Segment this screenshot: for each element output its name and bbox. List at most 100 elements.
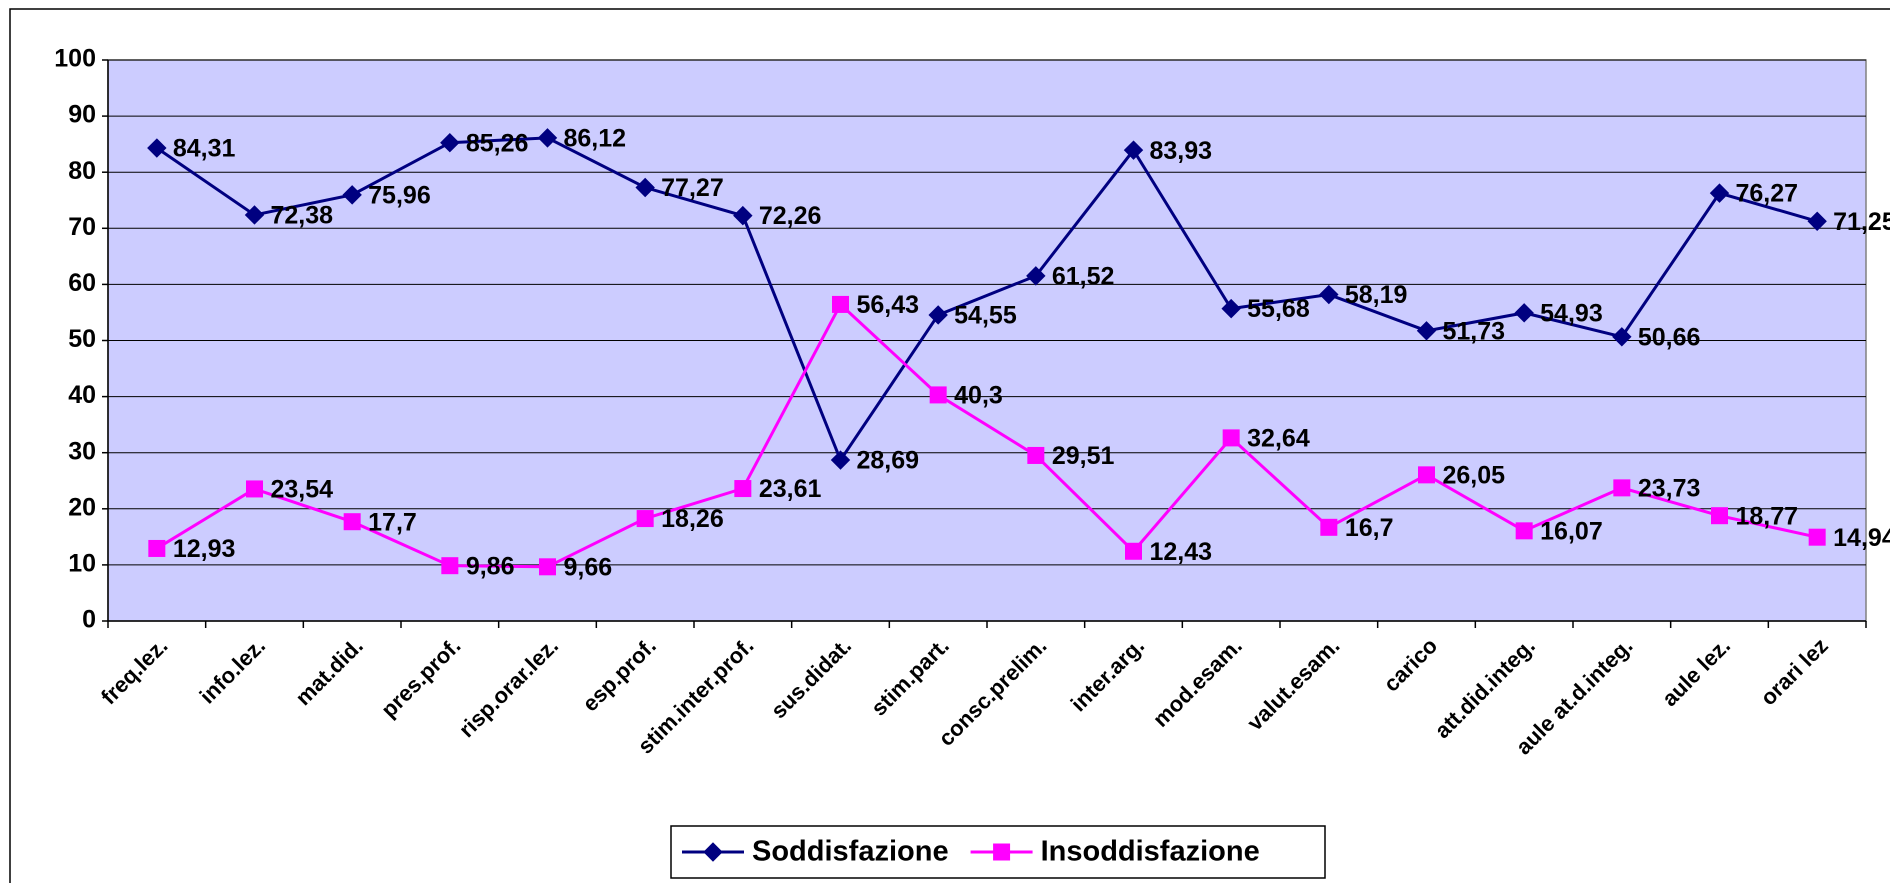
data-label: 77,27 [661, 174, 724, 202]
point [1514, 303, 1534, 323]
point [703, 842, 723, 862]
legend-label: Insoddisfazione [1041, 836, 1260, 868]
point [246, 480, 263, 498]
x-tick-label: inter.arg. [1066, 633, 1149, 716]
data-label: 28,69 [857, 447, 920, 475]
point [1613, 479, 1631, 497]
data-label: 83,93 [1150, 137, 1213, 165]
chart-frame [9, 8, 1890, 883]
point [1709, 183, 1730, 203]
y-tick-label: 10 [68, 550, 96, 578]
point [928, 305, 948, 325]
data-label: 61,52 [1052, 262, 1115, 290]
x-tick-label: info.lez. [195, 633, 271, 709]
legend-label: Soddisfazione [752, 836, 949, 868]
data-label: 50,66 [1638, 323, 1701, 351]
point [1418, 466, 1435, 484]
data-label: 54,55 [954, 302, 1017, 330]
x-tick-label: sus.didat. [766, 633, 856, 723]
data-label: 17,7 [368, 508, 417, 536]
data-label: 23,54 [271, 476, 334, 504]
point [1808, 528, 1826, 546]
data-label: 58,19 [1345, 281, 1408, 309]
y-tick-label: 20 [68, 493, 96, 521]
point [440, 132, 460, 153]
x-tick-label: att.did.integ. [1430, 633, 1540, 743]
data-label: 54,93 [1540, 299, 1603, 327]
point [1027, 446, 1045, 464]
point [343, 513, 361, 531]
data-label: 72,38 [271, 202, 334, 230]
point [539, 558, 556, 576]
point [1711, 507, 1728, 525]
x-tick-label: mod.esam. [1148, 633, 1247, 732]
data-label: 51,73 [1443, 317, 1506, 345]
series-line [156, 302, 1818, 569]
y-tick-label: 100 [54, 45, 96, 73]
x-tick-label: orari lez [1755, 633, 1832, 710]
data-label: 75,96 [368, 181, 431, 209]
data-label: 16,7 [1345, 514, 1394, 542]
point [1612, 327, 1632, 347]
y-tick-label: 80 [68, 157, 96, 185]
point [734, 480, 752, 498]
x-tick-label: pres.prof. [376, 633, 465, 722]
data-label: 40,3 [954, 382, 1003, 410]
point [147, 138, 167, 158]
point [1222, 429, 1240, 447]
point [148, 539, 166, 557]
point [342, 185, 362, 205]
data-label: 29,51 [1052, 442, 1115, 470]
point [733, 205, 753, 226]
x-tick-label: valut.esam. [1242, 633, 1344, 735]
point [1515, 522, 1533, 540]
point [1416, 321, 1437, 341]
y-tick-label: 0 [82, 606, 96, 634]
y-tick-label: 70 [68, 213, 96, 241]
series-line [155, 136, 1818, 464]
point [537, 128, 558, 148]
point [636, 510, 654, 528]
data-label: 72,26 [759, 202, 822, 230]
x-tick-label: aule lez. [1657, 633, 1735, 711]
data-label: 16,07 [1540, 517, 1603, 545]
data-label: 12,93 [173, 535, 236, 563]
point [1319, 284, 1339, 305]
point [832, 295, 849, 313]
data-label: 85,26 [466, 129, 529, 157]
data-label: 9,66 [564, 553, 613, 581]
point [1807, 211, 1827, 231]
point [244, 205, 265, 225]
data-label: 76,27 [1736, 180, 1799, 208]
data-label: 14,94 [1833, 524, 1890, 552]
x-tick-label: stim.part. [866, 633, 954, 721]
data-label: 32,64 [1247, 424, 1310, 452]
data-label: 23,61 [759, 475, 822, 503]
data-label: 9,86 [466, 552, 515, 580]
point [1026, 266, 1046, 286]
x-tick-label: freq.lez. [96, 633, 172, 709]
data-label: 18,26 [661, 505, 724, 533]
data-label: 12,43 [1150, 538, 1213, 566]
point [993, 843, 1011, 861]
point [1221, 298, 1241, 319]
data-label: 18,77 [1736, 502, 1799, 530]
x-tick-label: esp.prof. [577, 633, 660, 716]
x-tick-label: mat.did. [290, 633, 367, 710]
data-label: 86,12 [564, 124, 627, 152]
x-tick-label: risp.orar.lez. [454, 633, 563, 742]
data-label: 26,05 [1443, 461, 1506, 489]
point [929, 386, 947, 404]
data-label: 55,68 [1247, 295, 1310, 323]
data-label: 23,73 [1638, 474, 1701, 502]
point [1125, 542, 1142, 560]
point [1123, 140, 1144, 160]
y-tick-label: 50 [68, 325, 96, 353]
data-label: 56,43 [857, 291, 920, 319]
data-label: 84,31 [173, 135, 236, 163]
point [441, 557, 459, 575]
x-tick-label: carico [1379, 633, 1443, 697]
legend: Soddisfazione Insoddisfazione [670, 825, 1326, 879]
point [830, 450, 851, 470]
